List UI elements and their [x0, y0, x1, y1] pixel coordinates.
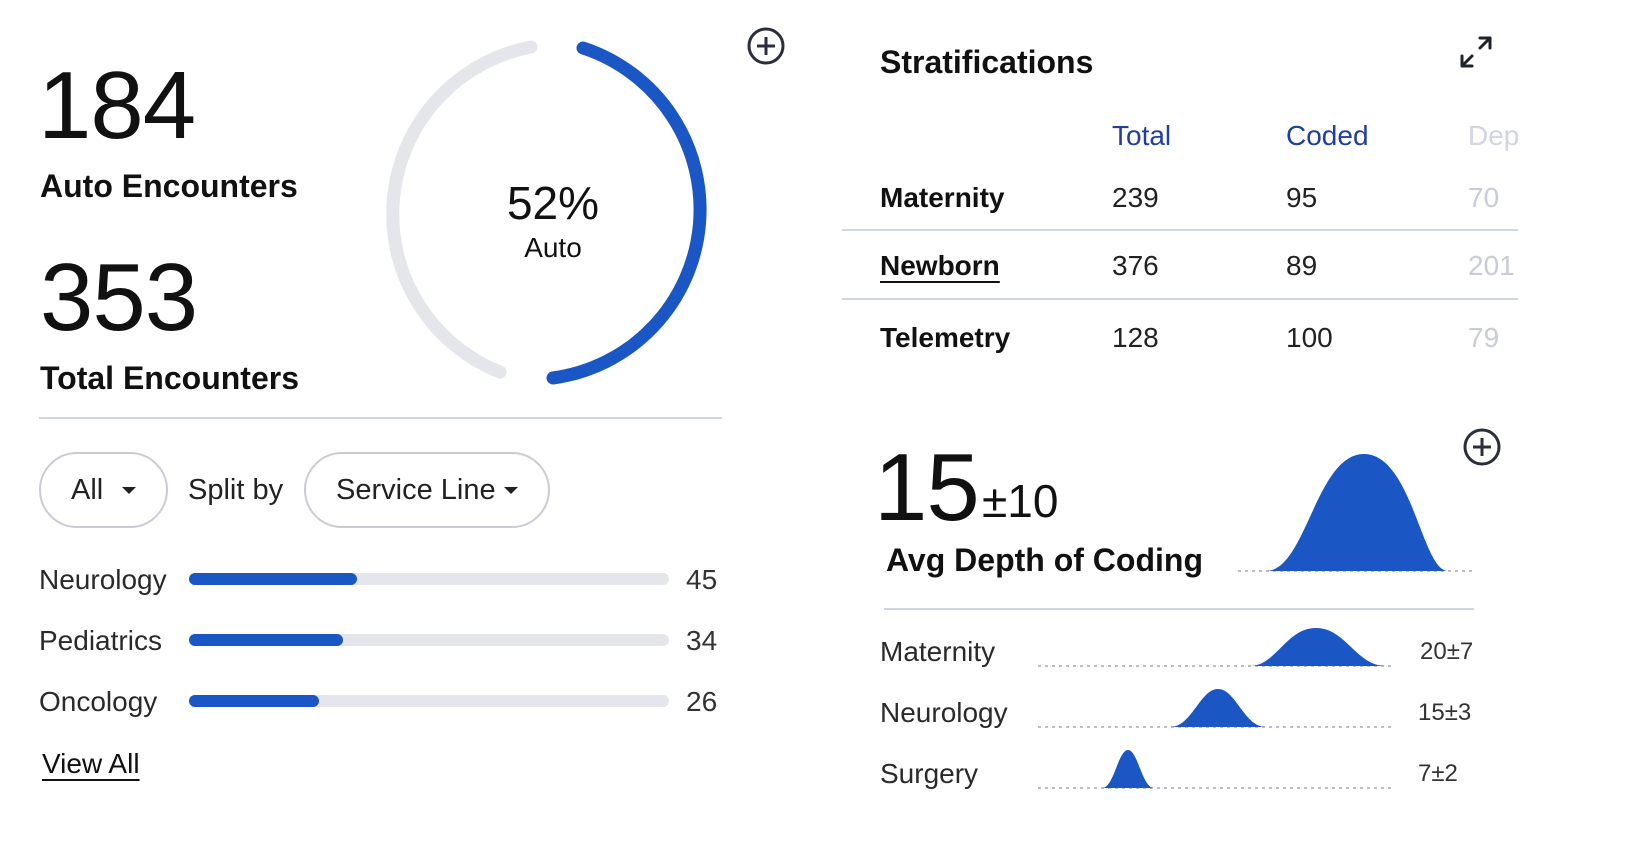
split-by-label: Split by	[188, 474, 284, 506]
depth-divider	[884, 608, 1474, 610]
table-row-label-link[interactable]: Newborn	[880, 250, 1000, 281]
avg-depth-value: 15	[874, 434, 980, 541]
bar-value-neurology: 45	[686, 564, 718, 595]
dist-label-surgery: Surgery	[880, 758, 979, 789]
dist-value-neurology: 15±3	[1418, 699, 1472, 726]
summary-divider	[39, 417, 722, 419]
auto-encounters-label: Auto Encounters	[40, 168, 298, 204]
table-row-label: Telemetry	[880, 322, 1011, 353]
table-cell: 89	[1286, 250, 1318, 281]
dist-value-surgery: 7±2	[1418, 760, 1458, 787]
scope-select[interactable]: All	[39, 452, 168, 528]
bar-fill-pediatrics	[189, 634, 343, 646]
gauge-track	[386, 40, 538, 379]
gauge-fill	[546, 41, 707, 385]
stratifications-title: Stratifications	[880, 44, 1094, 80]
column-header-coded[interactable]: Coded	[1286, 120, 1369, 151]
table-cell: 95	[1286, 182, 1318, 213]
bar-label-pediatrics: Pediatrics	[39, 625, 162, 656]
split-by-select-value: Service Line	[336, 473, 496, 506]
chevron-down-icon	[504, 486, 518, 494]
auto-percentage-gauge	[386, 40, 707, 385]
column-header-dep[interactable]: Dep	[1468, 120, 1520, 151]
table-cell: 376	[1112, 250, 1159, 281]
dist-curve-surgery	[1038, 750, 1394, 789]
dist-value-maternity: 20±7	[1420, 638, 1474, 665]
avg-depth-spread: ±10	[982, 475, 1059, 527]
avg-depth-label: Avg Depth of Coding	[886, 542, 1203, 578]
bar-fill-neurology	[189, 573, 357, 585]
table-row-divider	[842, 229, 1518, 231]
depth-distribution-curve	[1238, 454, 1474, 572]
bar-fill-oncology	[189, 695, 319, 707]
dist-curve-maternity	[1038, 628, 1394, 667]
column-header-total[interactable]: Total	[1112, 120, 1172, 151]
scope-select-value: All	[71, 473, 104, 506]
auto-encounters-count: 184	[38, 52, 196, 159]
table-cell: 201	[1468, 250, 1515, 281]
bar-label-neurology: Neurology	[39, 564, 167, 595]
dist-label-maternity: Maternity	[880, 636, 996, 667]
bar-value-oncology: 26	[686, 686, 718, 717]
chevron-down-icon	[122, 486, 136, 494]
plus-circle-icon[interactable]	[1462, 427, 1502, 467]
table-cell: 128	[1112, 322, 1159, 353]
plus-circle-icon[interactable]	[746, 26, 786, 66]
gauge-label: Auto	[524, 232, 582, 263]
dist-label-neurology: Neurology	[880, 697, 1008, 728]
table-cell: 239	[1112, 182, 1159, 213]
total-encounters-count: 353	[40, 244, 198, 351]
expand-icon[interactable]	[1456, 32, 1496, 72]
table-cell: 79	[1468, 322, 1500, 353]
gauge-value: 52%	[506, 177, 600, 229]
view-all-link[interactable]: View All	[42, 748, 140, 779]
dist-curve-neurology	[1038, 689, 1394, 728]
table-cell: 100	[1286, 322, 1333, 353]
bar-label-oncology: Oncology	[39, 686, 158, 717]
split-by-select[interactable]: Service Line	[304, 452, 550, 528]
table-cell: 70	[1468, 182, 1500, 213]
bar-value-pediatrics: 34	[686, 625, 718, 656]
total-encounters-label: Total Encounters	[40, 360, 299, 396]
table-row-label: Maternity	[880, 182, 1005, 213]
table-row-divider	[842, 298, 1518, 300]
